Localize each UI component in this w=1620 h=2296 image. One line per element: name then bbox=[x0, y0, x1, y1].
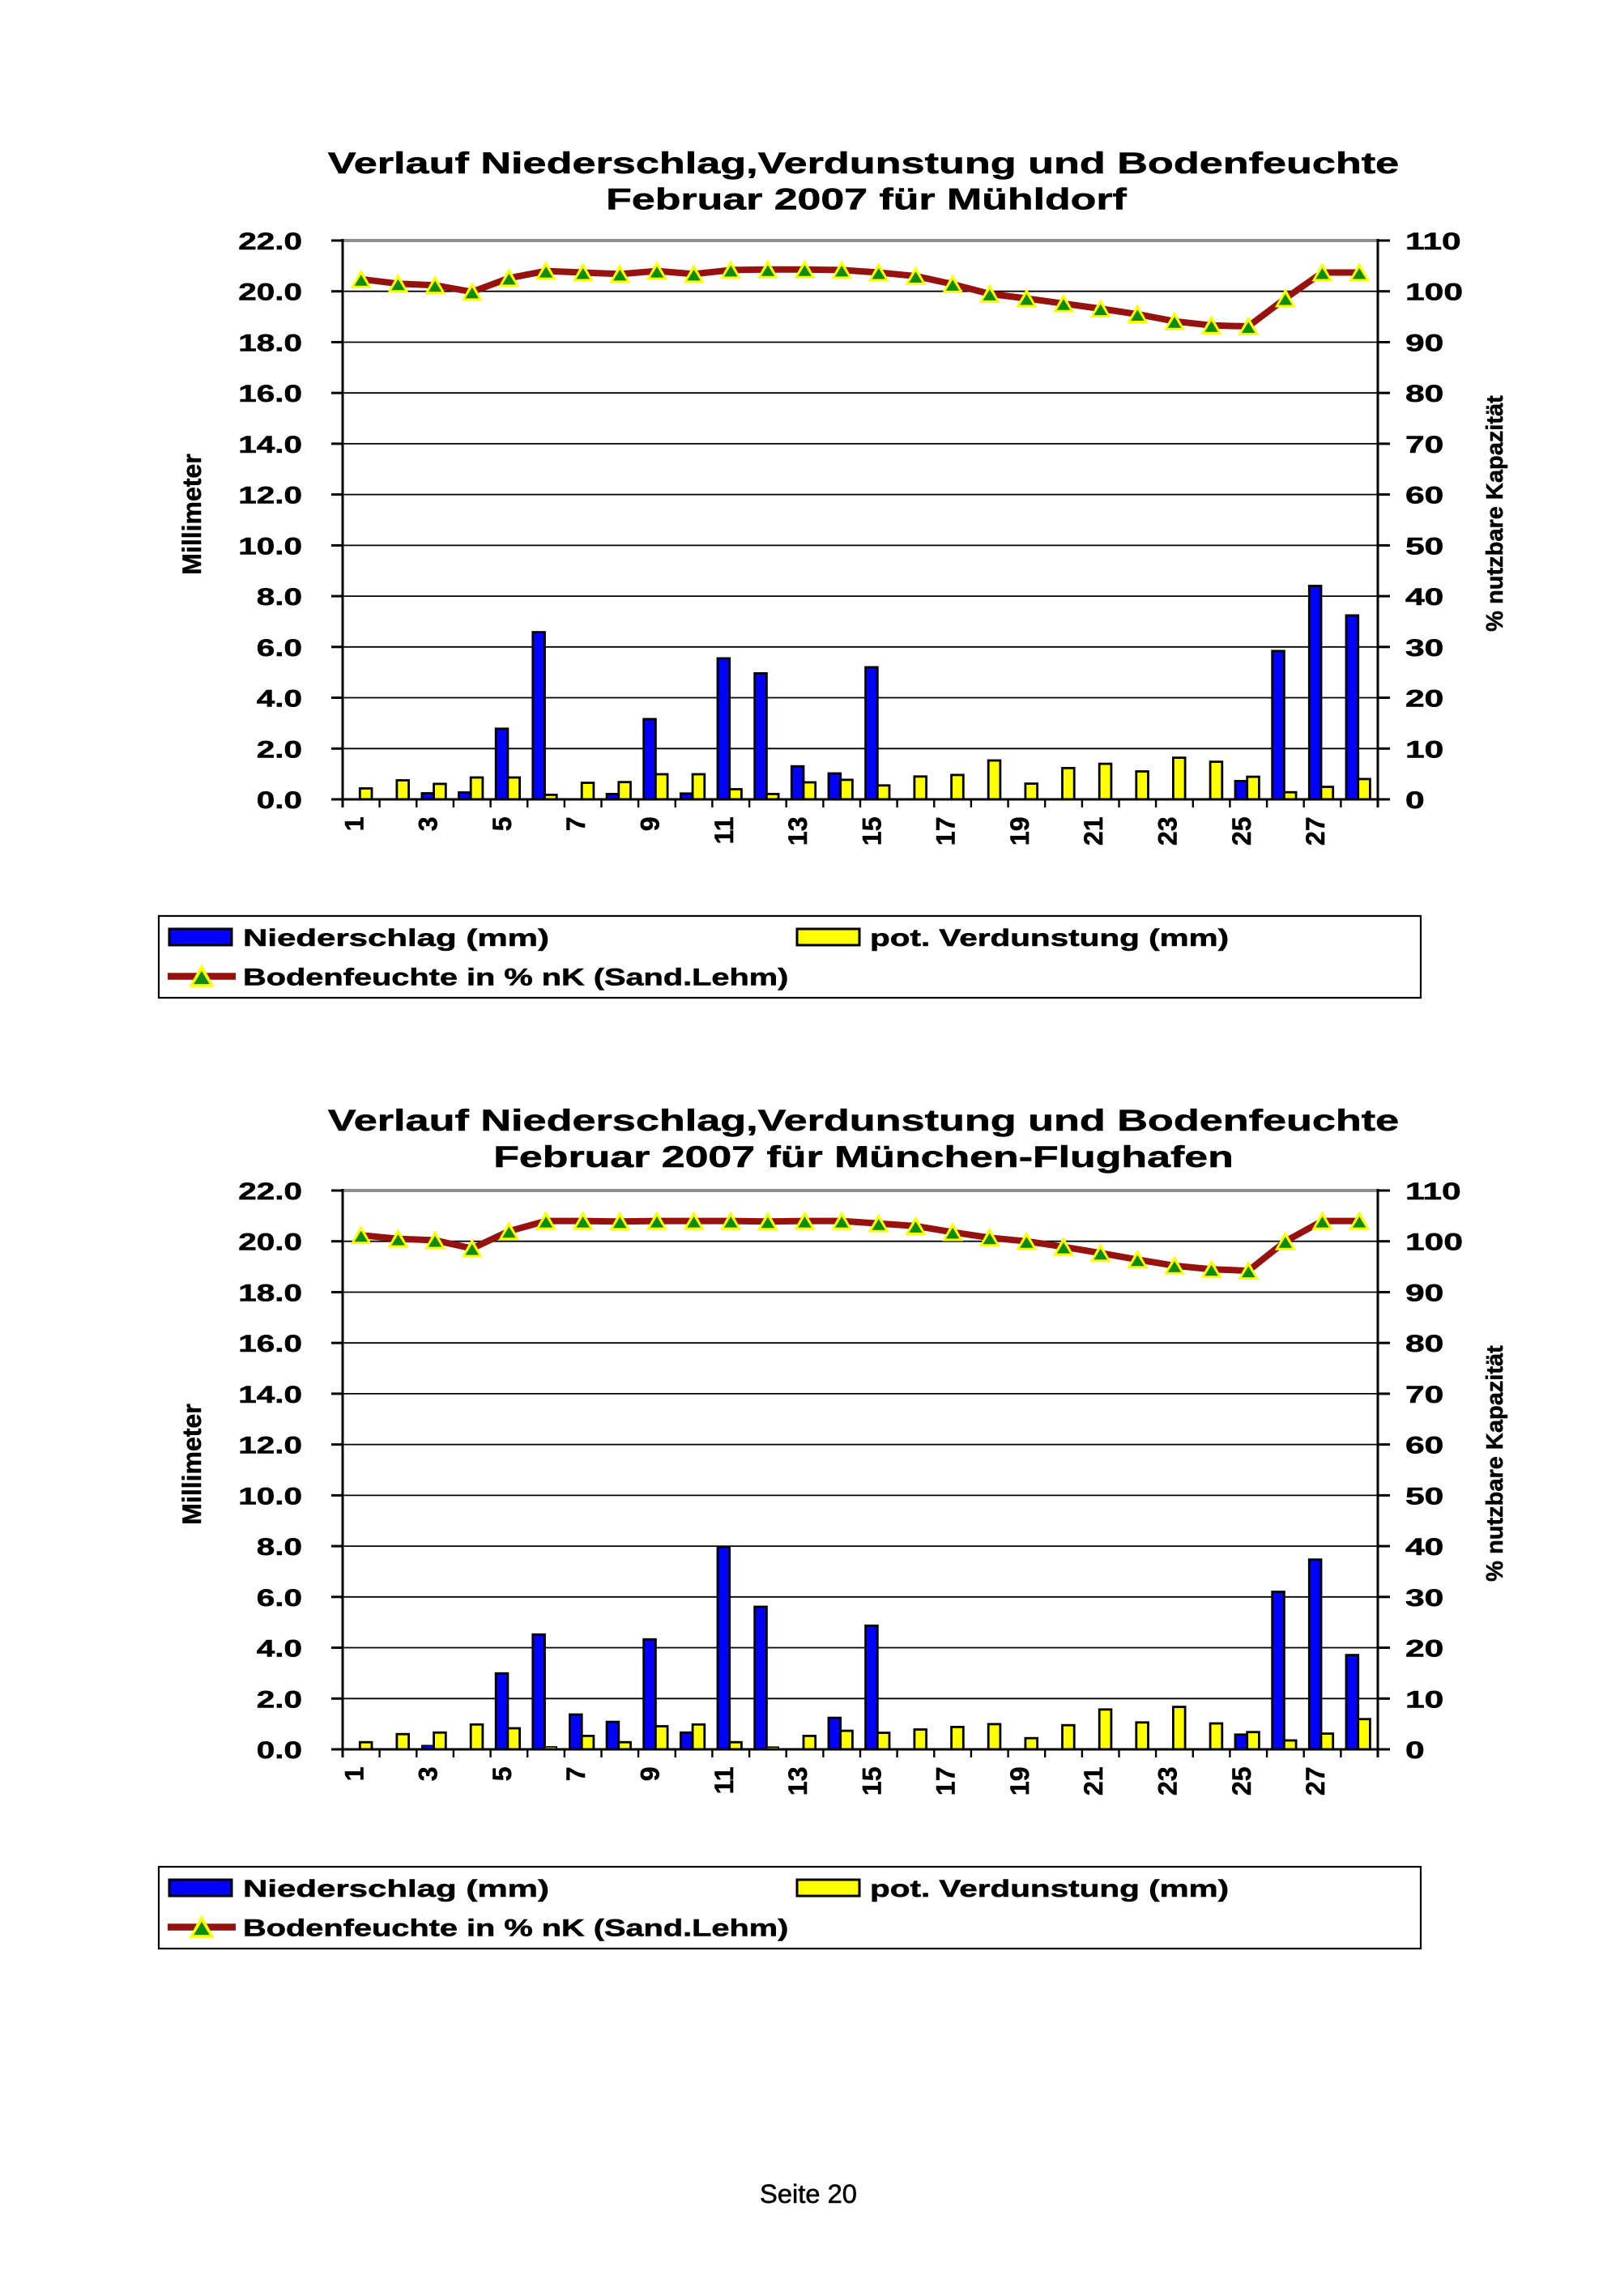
svg-text:3: 3 bbox=[414, 817, 443, 832]
svg-text:pot. Verdunstung (mm): pot. Verdunstung (mm) bbox=[870, 1875, 1229, 1902]
svg-text:Verlauf Niederschlag,Verdunstu: Verlauf Niederschlag,Verdunstung und Bod… bbox=[328, 146, 1399, 180]
svg-text:19: 19 bbox=[1005, 1767, 1034, 1796]
svg-text:4.0: 4.0 bbox=[257, 1635, 302, 1663]
svg-text:10.0: 10.0 bbox=[238, 532, 302, 560]
svg-text:9: 9 bbox=[636, 1767, 665, 1782]
svg-text:11: 11 bbox=[710, 1767, 739, 1795]
svg-text:110: 110 bbox=[1405, 1178, 1461, 1204]
svg-text:22.0: 22.0 bbox=[238, 1178, 302, 1205]
svg-text:Millimeter: Millimeter bbox=[177, 454, 207, 574]
svg-text:9: 9 bbox=[636, 817, 665, 832]
svg-text:15: 15 bbox=[857, 817, 886, 846]
svg-text:Februar 2007 für München-Flugh: Februar 2007 für München-Flughafen bbox=[493, 1139, 1234, 1174]
svg-text:2.0: 2.0 bbox=[257, 735, 302, 763]
svg-text:1: 1 bbox=[339, 1767, 369, 1782]
svg-text:16.0: 16.0 bbox=[238, 380, 302, 407]
svg-text:1: 1 bbox=[339, 817, 369, 832]
svg-text:Niederschlag (mm): Niederschlag (mm) bbox=[243, 1875, 549, 1902]
svg-text:30: 30 bbox=[1405, 634, 1443, 661]
svg-text:21: 21 bbox=[1079, 1767, 1108, 1796]
svg-text:20: 20 bbox=[1405, 1635, 1443, 1662]
svg-text:2.0: 2.0 bbox=[257, 1685, 302, 1713]
svg-text:19: 19 bbox=[1005, 817, 1034, 846]
svg-text:100: 100 bbox=[1405, 1229, 1463, 1255]
svg-text:110: 110 bbox=[1405, 228, 1461, 254]
svg-text:Bodenfeuchte in % nK (Sand.Leh: Bodenfeuchte in % nK (Sand.Lehm) bbox=[243, 964, 788, 990]
svg-text:90: 90 bbox=[1405, 1280, 1443, 1306]
svg-text:50: 50 bbox=[1405, 1483, 1443, 1510]
svg-text:% nutzbare Kapazität: % nutzbare Kapazität bbox=[1482, 1345, 1508, 1582]
svg-text:25: 25 bbox=[1227, 817, 1256, 846]
svg-text:30: 30 bbox=[1405, 1584, 1443, 1611]
svg-text:8.0: 8.0 bbox=[257, 583, 302, 611]
svg-text:21: 21 bbox=[1079, 817, 1108, 846]
svg-text:23: 23 bbox=[1153, 817, 1183, 846]
svg-text:Februar 2007 für Mühldorf: Februar 2007 für Mühldorf bbox=[606, 182, 1128, 216]
svg-text:13: 13 bbox=[783, 1767, 812, 1796]
svg-text:6.0: 6.0 bbox=[257, 634, 302, 662]
svg-text:18.0: 18.0 bbox=[238, 330, 302, 357]
svg-text:70: 70 bbox=[1405, 431, 1443, 458]
svg-text:4.0: 4.0 bbox=[257, 685, 302, 713]
svg-text:14.0: 14.0 bbox=[238, 431, 302, 458]
svg-text:Seite 20: Seite 20 bbox=[760, 2179, 857, 2209]
svg-text:12.0: 12.0 bbox=[238, 1432, 302, 1459]
svg-text:27: 27 bbox=[1301, 1767, 1330, 1796]
svg-text:6.0: 6.0 bbox=[257, 1584, 302, 1612]
svg-text:Verlauf Niederschlag,Verdunstu: Verlauf Niederschlag,Verdunstung und Bod… bbox=[328, 1103, 1399, 1137]
svg-text:0: 0 bbox=[1405, 1736, 1425, 1763]
svg-text:20.0: 20.0 bbox=[238, 279, 302, 306]
svg-text:10: 10 bbox=[1405, 735, 1443, 762]
svg-text:15: 15 bbox=[857, 1767, 886, 1796]
svg-text:10: 10 bbox=[1405, 1685, 1443, 1712]
svg-text:100: 100 bbox=[1405, 279, 1463, 305]
svg-text:60: 60 bbox=[1405, 1432, 1443, 1459]
svg-text:7: 7 bbox=[561, 817, 590, 832]
svg-text:20.0: 20.0 bbox=[238, 1229, 302, 1256]
svg-text:12.0: 12.0 bbox=[238, 482, 302, 509]
svg-text:70: 70 bbox=[1405, 1381, 1443, 1408]
svg-text:80: 80 bbox=[1405, 380, 1443, 407]
svg-text:22.0: 22.0 bbox=[238, 228, 302, 255]
svg-text:3: 3 bbox=[414, 1767, 443, 1782]
svg-text:17: 17 bbox=[932, 1767, 961, 1796]
svg-text:8.0: 8.0 bbox=[257, 1533, 302, 1561]
svg-text:pot. Verdunstung (mm): pot. Verdunstung (mm) bbox=[870, 924, 1229, 952]
svg-text:7: 7 bbox=[561, 1767, 590, 1782]
svg-text:0.0: 0.0 bbox=[257, 786, 302, 814]
svg-text:% nutzbare Kapazität: % nutzbare Kapazität bbox=[1482, 395, 1508, 632]
svg-text:23: 23 bbox=[1153, 1767, 1183, 1796]
svg-text:13: 13 bbox=[783, 817, 812, 846]
svg-text:40: 40 bbox=[1405, 1533, 1443, 1560]
svg-text:17: 17 bbox=[932, 817, 961, 846]
svg-text:0.0: 0.0 bbox=[257, 1736, 302, 1764]
svg-text:27: 27 bbox=[1301, 817, 1330, 846]
svg-text:5: 5 bbox=[488, 817, 517, 832]
svg-text:14.0: 14.0 bbox=[238, 1381, 302, 1408]
svg-text:11: 11 bbox=[710, 817, 739, 845]
svg-text:0: 0 bbox=[1405, 786, 1425, 813]
svg-text:16.0: 16.0 bbox=[238, 1330, 302, 1357]
svg-text:5: 5 bbox=[488, 1767, 517, 1782]
svg-text:40: 40 bbox=[1405, 583, 1443, 610]
svg-text:Niederschlag (mm): Niederschlag (mm) bbox=[243, 924, 549, 952]
svg-text:Bodenfeuchte in % nK (Sand.Leh: Bodenfeuchte in % nK (Sand.Lehm) bbox=[243, 1915, 788, 1941]
svg-text:80: 80 bbox=[1405, 1330, 1443, 1357]
svg-text:20: 20 bbox=[1405, 685, 1443, 712]
svg-text:25: 25 bbox=[1227, 1767, 1256, 1796]
svg-text:50: 50 bbox=[1405, 533, 1443, 560]
svg-text:Millimeter: Millimeter bbox=[177, 1404, 207, 1524]
svg-text:10.0: 10.0 bbox=[238, 1482, 302, 1510]
svg-text:18.0: 18.0 bbox=[238, 1280, 302, 1307]
svg-text:60: 60 bbox=[1405, 482, 1443, 509]
svg-text:90: 90 bbox=[1405, 330, 1443, 356]
